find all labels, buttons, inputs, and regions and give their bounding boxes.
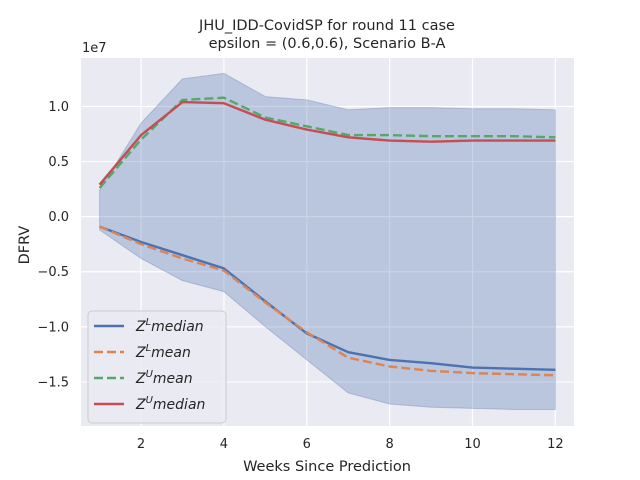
y-offset-text: 1e7 (82, 41, 107, 56)
x-axis-ticks: 2 4 6 8 10 12 (137, 437, 564, 452)
x-tick-label: 2 (137, 437, 145, 452)
lines-layer (98, 96, 556, 377)
legend-label: ZUmedian (135, 395, 205, 413)
legend: ZLmedian ZLmean ZUmean ZUmedian (87, 310, 227, 424)
x-tick-label: 12 (547, 437, 564, 452)
band-area (99, 72, 556, 410)
series-line-zl-mean (99, 225, 556, 377)
series-line-zu-median (98, 100, 556, 186)
x-tick-label: 6 (303, 437, 311, 452)
y-tick-label: −1.0 (37, 320, 69, 335)
y-tick-label: −0.5 (37, 265, 69, 280)
legend-label: ZUmean (135, 369, 193, 387)
x-tick-label: 8 (386, 437, 394, 452)
series-line-zl-median (99, 225, 556, 371)
legend-label: ZLmean (135, 343, 191, 361)
legend-label: ZLmedian (135, 317, 204, 335)
chart-title-line-1: JHU_IDD-CovidSP for round 11 case (198, 18, 455, 34)
x-tick-label: 4 (220, 437, 228, 452)
legend-box (87, 310, 227, 424)
y-tick-label: 0.0 (48, 210, 69, 225)
y-axis-ticks: −1.5 −1.0 −0.5 0.0 0.5 1.0 (37, 100, 69, 390)
y-axis-label: DFRV (17, 226, 33, 265)
y-tick-label: −1.5 (37, 375, 69, 390)
x-axis-label: Weeks Since Prediction (243, 459, 411, 475)
x-tick-label: 10 (464, 437, 481, 452)
y-tick-label: 1.0 (48, 100, 69, 115)
y-tick-label: 0.5 (48, 155, 69, 170)
band-layer (99, 72, 556, 410)
chart-title-line-2: epsilon = (0.6,0.6), Scenario B-A (209, 36, 446, 52)
